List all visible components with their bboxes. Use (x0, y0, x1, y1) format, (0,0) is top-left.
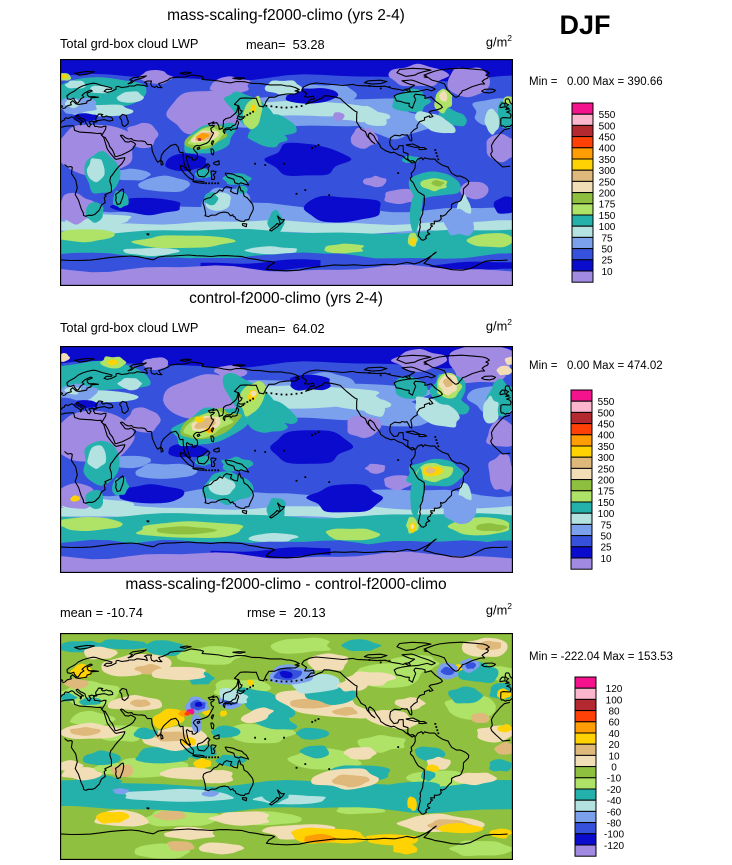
svg-text:25: 25 (601, 256, 613, 267)
svg-text:40: 40 (608, 729, 620, 740)
svg-text:100: 100 (599, 222, 616, 233)
svg-text:25: 25 (600, 543, 612, 554)
svg-text:75: 75 (601, 233, 613, 244)
svg-text:350: 350 (598, 442, 615, 453)
svg-text:550: 550 (599, 110, 616, 121)
svg-text:200: 200 (599, 189, 616, 200)
svg-text:175: 175 (598, 487, 615, 498)
svg-text:-10: -10 (607, 774, 622, 785)
svg-text:350: 350 (599, 155, 616, 166)
svg-text:60: 60 (608, 718, 620, 729)
svg-text:75: 75 (600, 520, 612, 531)
svg-text:250: 250 (599, 177, 616, 188)
svg-text:150: 150 (598, 498, 615, 509)
svg-text:-40: -40 (607, 796, 622, 807)
svg-text:400: 400 (598, 431, 615, 442)
svg-text:500: 500 (598, 408, 615, 419)
svg-text:300: 300 (598, 453, 615, 464)
svg-text:-60: -60 (607, 807, 622, 818)
svg-text:100: 100 (606, 695, 623, 706)
svg-text:20: 20 (608, 740, 620, 751)
svg-text:200: 200 (598, 476, 615, 487)
svg-text:175: 175 (599, 200, 616, 211)
svg-text:550: 550 (598, 397, 615, 408)
svg-text:450: 450 (598, 420, 615, 431)
svg-text:250: 250 (598, 464, 615, 475)
svg-text:50: 50 (601, 245, 613, 256)
svg-text:10: 10 (600, 554, 612, 565)
svg-text:-80: -80 (607, 819, 622, 830)
svg-text:-120: -120 (604, 841, 624, 852)
svg-text:10: 10 (608, 751, 620, 762)
svg-text:150: 150 (599, 211, 616, 222)
svg-text:10: 10 (601, 267, 613, 278)
svg-text:450: 450 (599, 133, 616, 144)
svg-text:500: 500 (599, 121, 616, 132)
svg-text:300: 300 (599, 166, 616, 177)
svg-text:-100: -100 (604, 830, 624, 841)
svg-text:0: 0 (611, 763, 617, 774)
svg-text:120: 120 (606, 684, 623, 695)
svg-text:80: 80 (608, 707, 620, 718)
svg-text:100: 100 (598, 509, 615, 520)
svg-text:400: 400 (599, 144, 616, 155)
svg-text:50: 50 (600, 532, 612, 543)
svg-text:-20: -20 (607, 785, 622, 796)
